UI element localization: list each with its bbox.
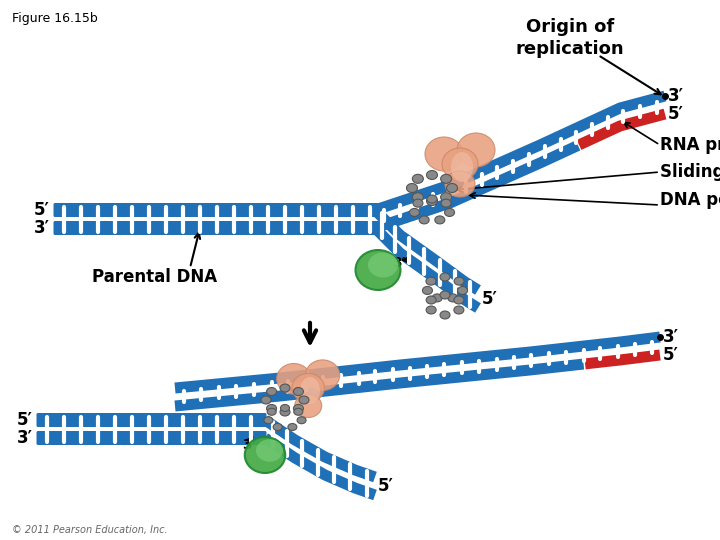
FancyBboxPatch shape	[53, 203, 379, 217]
Ellipse shape	[273, 423, 282, 430]
Ellipse shape	[294, 408, 303, 415]
Ellipse shape	[410, 208, 420, 217]
Ellipse shape	[266, 388, 276, 395]
Text: Origin of
replication: Origin of replication	[516, 18, 624, 58]
Ellipse shape	[426, 197, 438, 206]
Ellipse shape	[425, 137, 463, 171]
FancyBboxPatch shape	[53, 221, 379, 235]
Ellipse shape	[457, 286, 467, 294]
Ellipse shape	[423, 286, 433, 294]
Ellipse shape	[305, 360, 340, 390]
Ellipse shape	[441, 174, 451, 183]
Text: 3′: 3′	[663, 328, 679, 346]
Ellipse shape	[292, 373, 325, 402]
Ellipse shape	[368, 253, 398, 278]
Ellipse shape	[266, 404, 276, 413]
Ellipse shape	[440, 291, 450, 299]
Polygon shape	[585, 349, 661, 369]
Text: 3′: 3′	[17, 429, 33, 447]
Polygon shape	[371, 206, 481, 295]
Ellipse shape	[445, 171, 475, 197]
Polygon shape	[577, 109, 667, 150]
Text: 5′: 5′	[663, 346, 679, 364]
Text: 5′: 5′	[668, 105, 684, 123]
Text: 3′: 3′	[392, 256, 405, 270]
Ellipse shape	[440, 273, 450, 281]
Text: RNA primer: RNA primer	[660, 136, 720, 154]
Text: © 2011 Pearson Education, Inc.: © 2011 Pearson Education, Inc.	[12, 525, 168, 535]
Ellipse shape	[454, 296, 464, 304]
Ellipse shape	[294, 394, 322, 417]
Text: Sliding clamp: Sliding clamp	[660, 163, 720, 181]
Text: 3′: 3′	[668, 87, 684, 105]
Ellipse shape	[356, 250, 400, 290]
Ellipse shape	[457, 133, 495, 167]
Ellipse shape	[300, 377, 320, 404]
Text: 5′: 5′	[17, 411, 33, 429]
Ellipse shape	[435, 216, 445, 224]
FancyBboxPatch shape	[37, 431, 266, 445]
Ellipse shape	[288, 423, 297, 430]
Ellipse shape	[426, 296, 436, 304]
Ellipse shape	[432, 294, 442, 302]
Ellipse shape	[294, 404, 303, 413]
Ellipse shape	[413, 174, 423, 183]
Ellipse shape	[448, 294, 458, 302]
Ellipse shape	[442, 148, 478, 180]
Ellipse shape	[440, 311, 450, 319]
Polygon shape	[373, 140, 580, 233]
Polygon shape	[262, 434, 377, 500]
Ellipse shape	[441, 193, 451, 202]
Text: DNA pol III: DNA pol III	[660, 191, 720, 209]
Ellipse shape	[426, 277, 436, 285]
Ellipse shape	[441, 199, 451, 207]
Ellipse shape	[426, 306, 436, 314]
Ellipse shape	[426, 171, 438, 179]
Polygon shape	[262, 415, 377, 482]
Ellipse shape	[261, 396, 271, 404]
Text: 5′: 5′	[482, 290, 498, 308]
Ellipse shape	[454, 277, 464, 285]
Polygon shape	[373, 91, 667, 215]
Ellipse shape	[413, 193, 423, 202]
Ellipse shape	[444, 208, 454, 217]
Ellipse shape	[299, 396, 309, 404]
Ellipse shape	[280, 408, 290, 416]
Ellipse shape	[264, 417, 273, 424]
Ellipse shape	[427, 195, 437, 203]
Polygon shape	[371, 224, 481, 313]
Text: Parental DNA: Parental DNA	[92, 268, 217, 286]
Ellipse shape	[446, 184, 457, 192]
Text: 5′: 5′	[34, 201, 50, 219]
Ellipse shape	[294, 388, 303, 395]
Ellipse shape	[281, 404, 289, 411]
Ellipse shape	[451, 152, 473, 182]
Text: 5′: 5′	[378, 477, 394, 495]
Text: 3′: 3′	[34, 219, 50, 237]
Polygon shape	[174, 359, 584, 411]
Ellipse shape	[413, 199, 423, 207]
Text: 3′: 3′	[242, 438, 255, 452]
Ellipse shape	[407, 184, 418, 192]
Ellipse shape	[297, 417, 306, 424]
Polygon shape	[174, 332, 661, 394]
Ellipse shape	[280, 384, 290, 392]
Ellipse shape	[256, 439, 283, 462]
Ellipse shape	[245, 437, 285, 473]
Text: Figure 16.15b: Figure 16.15b	[12, 12, 98, 25]
Ellipse shape	[419, 216, 429, 224]
Ellipse shape	[276, 363, 311, 394]
Ellipse shape	[267, 408, 276, 415]
Ellipse shape	[454, 306, 464, 314]
FancyBboxPatch shape	[37, 413, 266, 427]
